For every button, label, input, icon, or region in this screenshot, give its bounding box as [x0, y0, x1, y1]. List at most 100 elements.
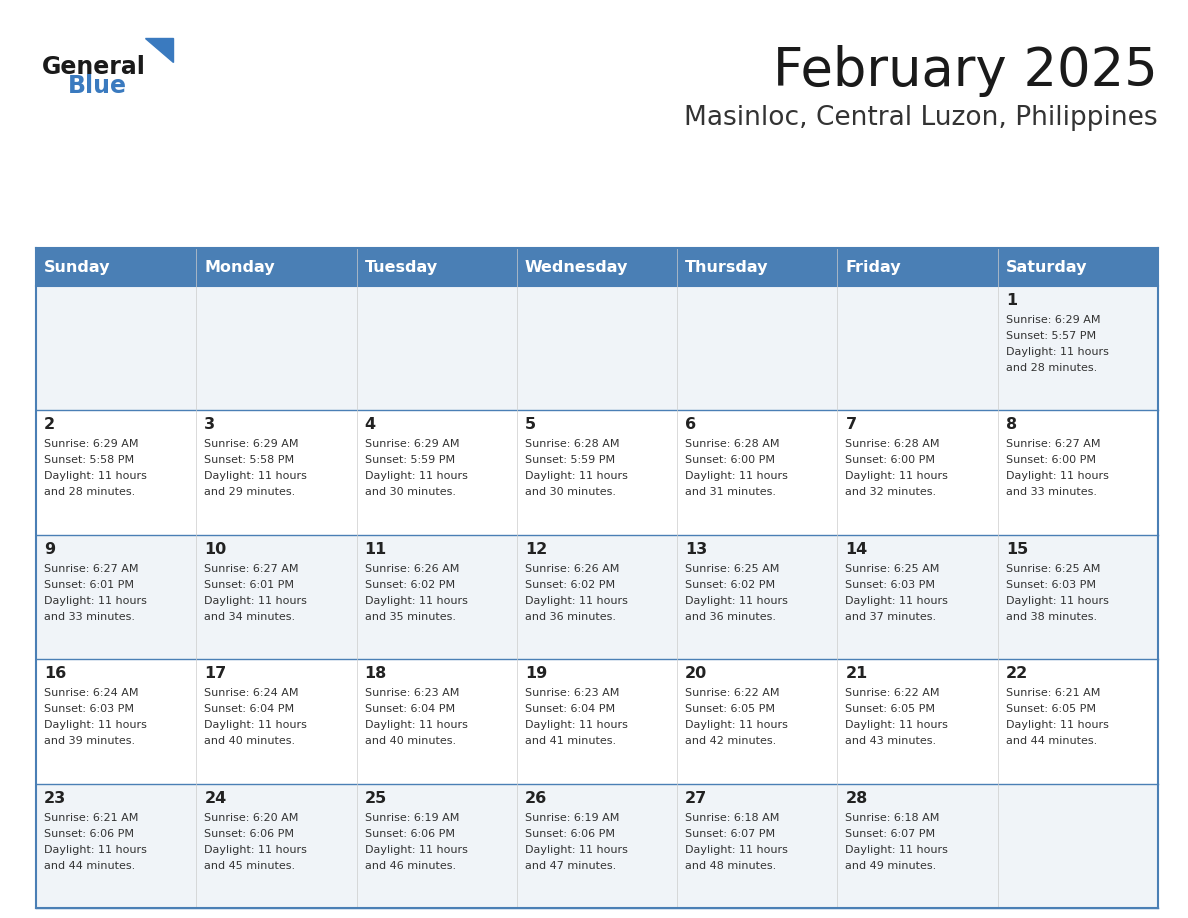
Text: 19: 19	[525, 666, 548, 681]
Text: Sunrise: 6:28 AM: Sunrise: 6:28 AM	[525, 440, 619, 450]
Text: and 28 minutes.: and 28 minutes.	[44, 487, 135, 498]
Text: Sunrise: 6:19 AM: Sunrise: 6:19 AM	[365, 812, 459, 823]
Bar	[998, 248, 1158, 286]
Text: Sunrise: 6:26 AM: Sunrise: 6:26 AM	[365, 564, 459, 574]
Text: Sunset: 6:06 PM: Sunset: 6:06 PM	[525, 829, 615, 839]
Text: 20: 20	[685, 666, 707, 681]
Text: 15: 15	[1006, 542, 1028, 557]
Text: and 41 minutes.: and 41 minutes.	[525, 736, 617, 746]
Text: Sunrise: 6:23 AM: Sunrise: 6:23 AM	[525, 688, 619, 699]
Text: Sunrise: 6:19 AM: Sunrise: 6:19 AM	[525, 812, 619, 823]
Text: Sunset: 6:05 PM: Sunset: 6:05 PM	[685, 704, 775, 714]
Text: Sunset: 6:02 PM: Sunset: 6:02 PM	[685, 580, 776, 589]
Text: 6: 6	[685, 418, 696, 432]
Bar	[196, 248, 356, 286]
Text: Sunset: 6:01 PM: Sunset: 6:01 PM	[204, 580, 295, 589]
Text: Daylight: 11 hours: Daylight: 11 hours	[204, 845, 308, 855]
Text: Sunset: 5:58 PM: Sunset: 5:58 PM	[204, 455, 295, 465]
Text: 1: 1	[1006, 293, 1017, 308]
Text: Sunset: 5:59 PM: Sunset: 5:59 PM	[525, 455, 615, 465]
Text: 5: 5	[525, 418, 536, 432]
Text: Sunset: 6:07 PM: Sunset: 6:07 PM	[685, 829, 776, 839]
Text: Sunrise: 6:29 AM: Sunrise: 6:29 AM	[44, 440, 139, 450]
Text: Sunday: Sunday	[44, 260, 110, 274]
Text: Friday: Friday	[846, 260, 901, 274]
Text: Sunrise: 6:27 AM: Sunrise: 6:27 AM	[1006, 440, 1100, 450]
Text: Daylight: 11 hours: Daylight: 11 hours	[1006, 596, 1108, 606]
Bar	[356, 248, 517, 286]
Bar	[36, 286, 1158, 410]
Text: Daylight: 11 hours: Daylight: 11 hours	[365, 721, 467, 730]
Text: Sunset: 6:06 PM: Sunset: 6:06 PM	[44, 829, 134, 839]
Text: Saturday: Saturday	[1006, 260, 1087, 274]
Text: and 48 minutes.: and 48 minutes.	[685, 860, 777, 870]
Text: Sunrise: 6:23 AM: Sunrise: 6:23 AM	[365, 688, 459, 699]
Text: 4: 4	[365, 418, 375, 432]
Bar	[36, 535, 1158, 659]
Text: Sunset: 6:02 PM: Sunset: 6:02 PM	[365, 580, 455, 589]
Bar	[36, 248, 196, 286]
Text: Sunrise: 6:20 AM: Sunrise: 6:20 AM	[204, 812, 298, 823]
Text: Sunrise: 6:25 AM: Sunrise: 6:25 AM	[1006, 564, 1100, 574]
Text: and 44 minutes.: and 44 minutes.	[44, 860, 135, 870]
Text: Sunset: 6:03 PM: Sunset: 6:03 PM	[846, 580, 935, 589]
Text: Sunset: 6:06 PM: Sunset: 6:06 PM	[204, 829, 295, 839]
Text: Sunrise: 6:18 AM: Sunrise: 6:18 AM	[846, 812, 940, 823]
Text: Sunrise: 6:22 AM: Sunrise: 6:22 AM	[846, 688, 940, 699]
Text: Sunset: 6:06 PM: Sunset: 6:06 PM	[365, 829, 455, 839]
Text: Sunset: 5:58 PM: Sunset: 5:58 PM	[44, 455, 134, 465]
Text: and 28 minutes.: and 28 minutes.	[1006, 363, 1097, 373]
Text: 27: 27	[685, 790, 707, 806]
Text: Sunrise: 6:25 AM: Sunrise: 6:25 AM	[846, 564, 940, 574]
Text: Daylight: 11 hours: Daylight: 11 hours	[846, 596, 948, 606]
Text: Sunrise: 6:22 AM: Sunrise: 6:22 AM	[685, 688, 779, 699]
Text: Sunset: 6:03 PM: Sunset: 6:03 PM	[44, 704, 134, 714]
Text: Thursday: Thursday	[685, 260, 769, 274]
Text: Daylight: 11 hours: Daylight: 11 hours	[1006, 721, 1108, 730]
Text: Daylight: 11 hours: Daylight: 11 hours	[525, 845, 627, 855]
Text: Sunset: 6:03 PM: Sunset: 6:03 PM	[1006, 580, 1095, 589]
Text: 10: 10	[204, 542, 227, 557]
Text: Sunset: 6:05 PM: Sunset: 6:05 PM	[846, 704, 935, 714]
Text: Sunset: 6:00 PM: Sunset: 6:00 PM	[685, 455, 775, 465]
Text: and 49 minutes.: and 49 minutes.	[846, 860, 936, 870]
Text: Sunset: 5:59 PM: Sunset: 5:59 PM	[365, 455, 455, 465]
Text: Sunset: 6:04 PM: Sunset: 6:04 PM	[365, 704, 455, 714]
Text: Daylight: 11 hours: Daylight: 11 hours	[204, 596, 308, 606]
Text: and 44 minutes.: and 44 minutes.	[1006, 736, 1097, 746]
Text: Daylight: 11 hours: Daylight: 11 hours	[44, 721, 147, 730]
Text: Daylight: 11 hours: Daylight: 11 hours	[44, 472, 147, 481]
Text: Sunrise: 6:21 AM: Sunrise: 6:21 AM	[1006, 688, 1100, 699]
Text: and 47 minutes.: and 47 minutes.	[525, 860, 617, 870]
Text: February 2025: February 2025	[773, 45, 1158, 97]
Text: 11: 11	[365, 542, 387, 557]
Text: and 36 minutes.: and 36 minutes.	[525, 611, 615, 621]
Text: Sunset: 6:04 PM: Sunset: 6:04 PM	[204, 704, 295, 714]
Text: Daylight: 11 hours: Daylight: 11 hours	[846, 472, 948, 481]
Text: Daylight: 11 hours: Daylight: 11 hours	[365, 596, 467, 606]
Text: and 33 minutes.: and 33 minutes.	[44, 611, 135, 621]
Text: Sunrise: 6:26 AM: Sunrise: 6:26 AM	[525, 564, 619, 574]
Text: Tuesday: Tuesday	[365, 260, 437, 274]
Text: 2: 2	[44, 418, 55, 432]
Text: 25: 25	[365, 790, 387, 806]
Text: 26: 26	[525, 790, 548, 806]
Text: Daylight: 11 hours: Daylight: 11 hours	[685, 721, 788, 730]
Text: 21: 21	[846, 666, 867, 681]
Text: General: General	[42, 55, 146, 79]
Text: and 33 minutes.: and 33 minutes.	[1006, 487, 1097, 498]
Text: Masinloc, Central Luzon, Philippines: Masinloc, Central Luzon, Philippines	[684, 105, 1158, 131]
Text: Daylight: 11 hours: Daylight: 11 hours	[204, 721, 308, 730]
Text: and 45 minutes.: and 45 minutes.	[204, 860, 296, 870]
Text: and 34 minutes.: and 34 minutes.	[204, 611, 296, 621]
Text: and 37 minutes.: and 37 minutes.	[846, 611, 936, 621]
Text: and 29 minutes.: and 29 minutes.	[204, 487, 296, 498]
Text: 14: 14	[846, 542, 867, 557]
Text: Daylight: 11 hours: Daylight: 11 hours	[846, 845, 948, 855]
Text: Sunrise: 6:25 AM: Sunrise: 6:25 AM	[685, 564, 779, 574]
Text: and 36 minutes.: and 36 minutes.	[685, 611, 776, 621]
Text: 3: 3	[204, 418, 215, 432]
Text: and 30 minutes.: and 30 minutes.	[365, 487, 455, 498]
Text: Sunrise: 6:29 AM: Sunrise: 6:29 AM	[365, 440, 459, 450]
Text: Daylight: 11 hours: Daylight: 11 hours	[525, 596, 627, 606]
